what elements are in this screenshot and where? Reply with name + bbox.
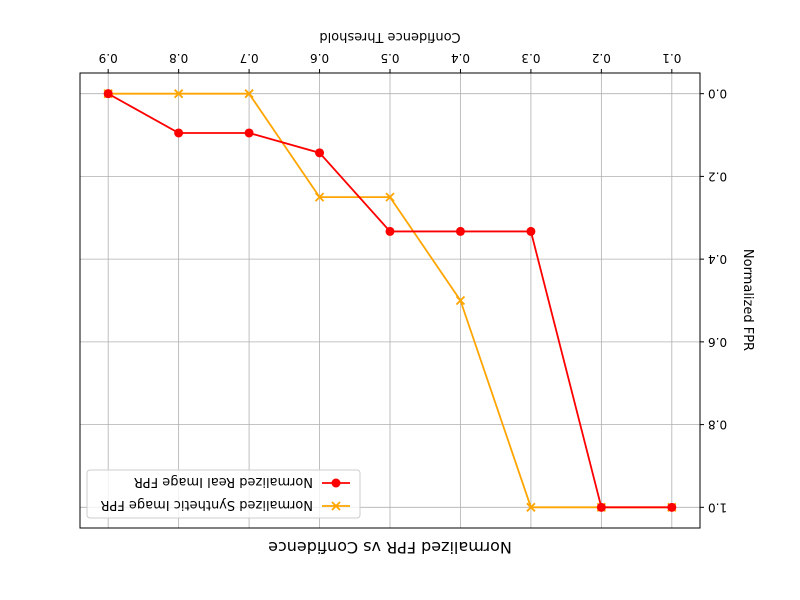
axis-ticks: 0.1 0.2 0.3 0.4 0.5 0.6 0.7 0.8 0.9 0.0 0.2 0.4 0.6 0… xyxy=(99,51,727,514)
y-tick-label: 0.8 xyxy=(708,418,727,432)
x-axis-label: Confidence Threshold xyxy=(319,29,460,44)
data-point-synthetic xyxy=(385,192,395,202)
data-point-real xyxy=(526,226,536,236)
legend: Normalized Synthetic Image FPR Normalize… xyxy=(86,469,361,519)
y-tick-label: 0.2 xyxy=(708,169,727,183)
data-point-real xyxy=(174,128,184,138)
x-tick-label: 0.1 xyxy=(662,51,681,65)
data-point-real xyxy=(315,148,325,158)
legend-box xyxy=(86,469,361,519)
y-tick-label: 0.0 xyxy=(708,87,727,101)
legend-real-marker xyxy=(331,478,341,488)
legend-synthetic-label: Normalized Synthetic Image FPR xyxy=(100,497,313,512)
y-tick-label: 0.6 xyxy=(708,335,727,349)
data-point-synthetic xyxy=(314,192,325,202)
x-tick-label: 0.9 xyxy=(99,51,118,65)
x-tick-label: 0.2 xyxy=(592,51,611,65)
legend-synthetic-marker xyxy=(331,501,341,511)
x-tick-label: 0.6 xyxy=(310,51,329,65)
x-tick-label: 0.4 xyxy=(451,51,470,65)
y-tick-label: 1.0 xyxy=(708,500,727,514)
data-point-synthetic xyxy=(526,502,536,512)
data-point-synthetic xyxy=(173,89,184,99)
data-point-real xyxy=(667,502,677,512)
chart-title: Normalized FPR vs Confidence xyxy=(268,538,512,557)
y-tick-label: 0.4 xyxy=(708,252,727,266)
data-point-synthetic xyxy=(455,295,466,306)
x-tick-label: 0.3 xyxy=(521,51,540,65)
x-tick-label: 0.7 xyxy=(240,51,259,65)
data-point-real xyxy=(596,502,606,512)
data-point-real xyxy=(103,89,113,99)
x-tick-label: 0.8 xyxy=(169,51,188,65)
legend-real-label: Normalized Real Image FPR xyxy=(134,474,313,489)
data-point-real xyxy=(385,226,395,236)
data-point-real xyxy=(244,128,254,138)
data-point-synthetic xyxy=(244,89,254,99)
data-point-real xyxy=(455,226,465,236)
y-axis-label: Normalized FPR xyxy=(740,249,755,351)
series-lines xyxy=(103,89,677,512)
x-tick-label: 0.5 xyxy=(380,51,399,65)
